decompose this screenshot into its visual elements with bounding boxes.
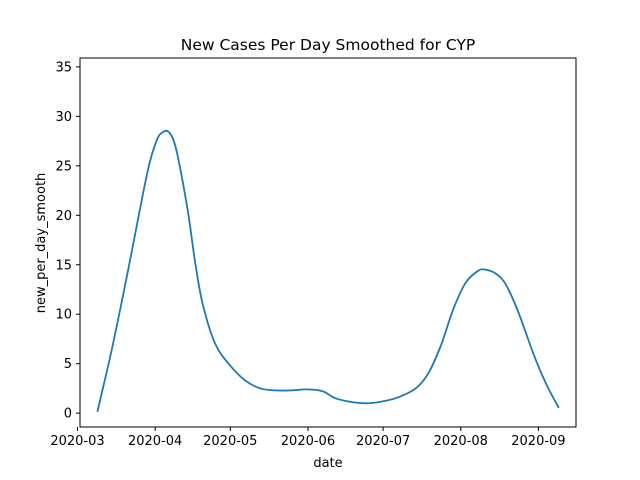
y-axis-label: new_per_day_smooth xyxy=(34,173,49,314)
x-tick-label: 2020-04 xyxy=(128,434,182,449)
x-tick-label: 2020-08 xyxy=(434,434,488,449)
plot-frame xyxy=(79,57,577,428)
x-tick-label: 2020-09 xyxy=(511,434,565,449)
y-tick-label: 20 xyxy=(55,209,72,224)
y-tick-label: 25 xyxy=(55,159,72,174)
y-tick-label: 35 xyxy=(55,60,72,75)
plot-area xyxy=(80,58,576,427)
y-tick-label: 0 xyxy=(64,407,72,422)
x-tick-label: 2020-06 xyxy=(281,434,335,449)
x-tick-label: 2020-05 xyxy=(203,434,257,449)
x-axis-label: date xyxy=(313,456,342,471)
series-group xyxy=(96,129,560,413)
y-axis-ticks: 0 5 10 15 20 25 30 35 xyxy=(55,60,80,422)
x-axis-ticks: 2020-03 2020-04 2020-05 2020-06 2020-07 2020-… xyxy=(50,427,566,449)
series-line xyxy=(96,129,560,413)
y-tick-label: 15 xyxy=(55,258,72,273)
y-tick-label: 5 xyxy=(64,357,72,372)
x-tick-label: 2020-07 xyxy=(356,434,410,449)
chart-title: New Cases Per Day Smoothed for CYP xyxy=(181,36,476,54)
x-tick-label: 2020-03 xyxy=(50,434,104,449)
y-tick-label: 30 xyxy=(55,110,72,125)
y-tick-label: 10 xyxy=(55,308,72,323)
